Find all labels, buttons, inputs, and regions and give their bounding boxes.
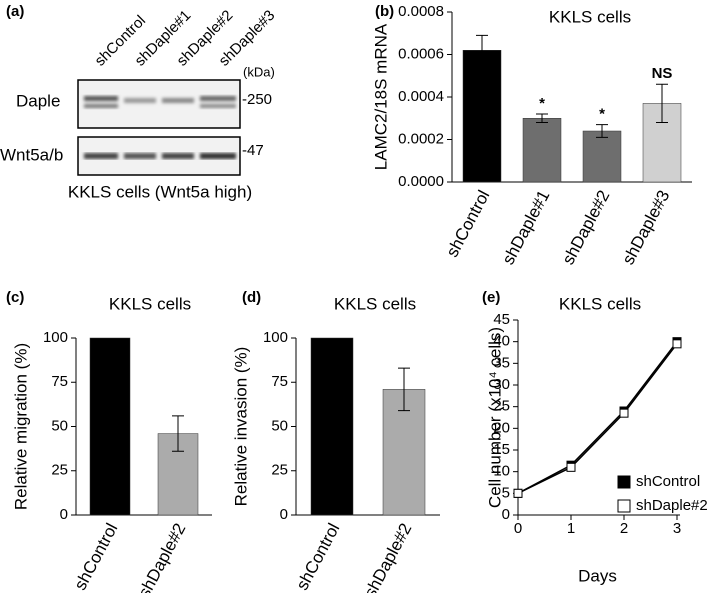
y-tick-label: 45 xyxy=(493,311,510,328)
marker xyxy=(672,339,682,349)
y-tick-label: 0.0004 xyxy=(398,88,444,105)
y-tick-label: 75 xyxy=(51,373,68,390)
marker xyxy=(566,462,576,472)
y-tick-label: 0.0008 xyxy=(398,3,444,20)
x-tick-label: 3 xyxy=(673,520,681,537)
error-bar xyxy=(536,113,548,123)
y-axis-label: Relative invasion (%) xyxy=(231,347,250,507)
marker xyxy=(513,488,523,498)
y-tick-label: 0 xyxy=(60,506,68,523)
unit-label: (kDa) xyxy=(243,64,275,79)
x-tick-label: shControl xyxy=(71,520,122,593)
chart-title: KKLS cells xyxy=(109,294,191,313)
y-tick-label: 0 xyxy=(502,506,510,523)
bands xyxy=(84,153,236,159)
marker-label: -47 xyxy=(242,142,264,159)
panel-label: (d) xyxy=(242,289,261,306)
bar xyxy=(462,50,502,183)
bar xyxy=(522,118,562,183)
panel-label: (e) xyxy=(482,289,500,306)
legend-swatch xyxy=(617,475,631,489)
y-axis-label: Cell number (x10⁴ cells) xyxy=(485,327,504,508)
chart-title: KKLS cells xyxy=(559,294,641,313)
blot-panel: (a) shControl shDaple#1 shDaple#2 shDapl… xyxy=(0,3,278,202)
bands xyxy=(84,96,236,108)
legend-label: shControl xyxy=(636,473,700,490)
error-bar xyxy=(656,83,668,123)
legend-label: shDaple#2 xyxy=(636,497,708,514)
y-tick-label: 50 xyxy=(51,417,68,434)
panel-label: (c) xyxy=(6,289,24,306)
bar xyxy=(89,337,131,516)
x-tick-label: shDaple#2 xyxy=(559,187,614,268)
x-tick-label: shControl xyxy=(293,520,344,593)
marker-label: -250 xyxy=(242,91,272,108)
legend-swatch xyxy=(617,499,631,513)
x-tick-label: 1 xyxy=(567,520,575,537)
y-tick-label: 25 xyxy=(493,398,510,415)
error-bar xyxy=(596,124,608,138)
y-tick-label: 75 xyxy=(271,373,288,390)
marker xyxy=(619,408,629,418)
bar xyxy=(310,337,354,516)
y-tick-label: 0.0002 xyxy=(398,130,444,147)
annotation: * xyxy=(599,106,605,123)
y-tick-label: 30 xyxy=(493,376,510,393)
x-tick-label: shControl xyxy=(443,187,494,260)
x-tick-label: shDaple#2 xyxy=(361,520,416,593)
error-bar xyxy=(476,34,488,66)
chart-title: KKLS cells xyxy=(549,7,631,26)
x-tick-label: shDaple#1 xyxy=(499,187,554,268)
annotation: * xyxy=(539,95,545,112)
y-tick-label: 0.0006 xyxy=(398,45,444,62)
y-tick-label: 15 xyxy=(493,441,510,458)
y-tick-label: 5 xyxy=(502,484,510,501)
row-label: Daple xyxy=(16,91,60,110)
annotation: NS xyxy=(652,65,673,82)
row-label: Wnt5a/b xyxy=(0,145,63,164)
y-tick-label: 25 xyxy=(51,462,68,479)
panel-label: (b) xyxy=(375,3,394,20)
y-tick-label: 10 xyxy=(493,463,510,480)
y-tick-label: 20 xyxy=(493,419,510,436)
error-bar xyxy=(172,415,184,452)
y-tick-label: 0 xyxy=(280,506,288,523)
y-tick-label: 25 xyxy=(271,462,288,479)
error-bar xyxy=(398,367,410,412)
x-tick-label: 2 xyxy=(620,520,628,537)
y-tick-label: 0.0000 xyxy=(398,173,444,190)
line xyxy=(517,343,678,495)
chart-title: KKLS cells xyxy=(334,294,416,313)
y-tick-label: 100 xyxy=(43,329,68,346)
y-tick-label: 100 xyxy=(263,329,288,346)
y-tick-label: 35 xyxy=(493,354,510,371)
x-tick-label: 0 xyxy=(514,520,522,537)
y-axis-label: LAMC2/18S mRNA xyxy=(371,23,390,170)
y-tick-label: 40 xyxy=(493,333,510,350)
line xyxy=(517,341,678,494)
y-axis-label: Relative migration (%) xyxy=(11,343,30,510)
bar xyxy=(582,130,622,183)
x-axis-label: Days xyxy=(578,566,617,585)
panel-label: (a) xyxy=(6,3,24,20)
y-tick-label: 50 xyxy=(271,417,288,434)
x-tick-label: shDaple#3 xyxy=(619,187,674,268)
blot-caption: KKLS cells (Wnt5a high) xyxy=(68,182,252,201)
x-tick-label: shDaple#2 xyxy=(135,520,190,593)
